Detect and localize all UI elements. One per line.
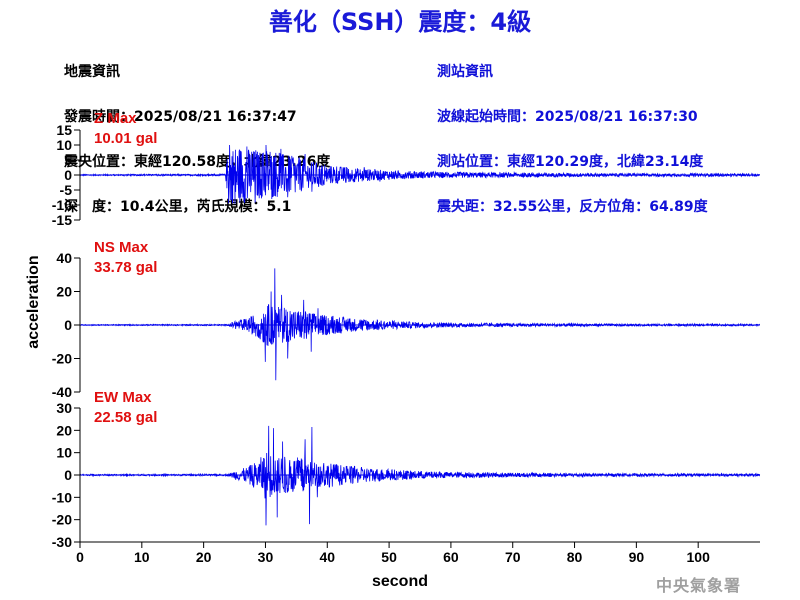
y-tick-label: 10	[56, 445, 72, 461]
max-value: 22.58 gal	[94, 409, 157, 426]
x-tick-label: 40	[319, 549, 335, 565]
x-axis-label: second	[372, 573, 428, 590]
max-label: NS Max	[94, 239, 149, 256]
y-tick-label: 40	[56, 250, 72, 266]
agency-watermark: 中央氣象署	[656, 576, 742, 595]
y-tick-label: 0	[64, 317, 72, 333]
y-tick-label: -20	[52, 512, 72, 528]
y-tick-label: -5	[60, 182, 73, 198]
y-axis-label: acceleration	[25, 255, 42, 348]
y-tick-label: 20	[56, 284, 72, 300]
waveform-trace-ew	[79, 425, 761, 526]
y-tick-label: -10	[52, 197, 72, 213]
y-tick-label: -30	[52, 534, 72, 550]
y-tick-label: 5	[64, 152, 72, 168]
epicentral-distance: 震央距：32.55公里，反方位角：64.89度	[437, 199, 708, 215]
y-tick-label: 15	[56, 122, 72, 138]
y-tick-label: 30	[56, 400, 72, 416]
panel-ew: 30 20 10 0 -10 -20 -30 EW Max 22.58 gal	[52, 389, 761, 550]
page-title: 善化（SSH）震度：4級	[268, 8, 532, 36]
y-tick-label: -40	[52, 384, 72, 400]
x-tick-label: 80	[567, 549, 583, 565]
x-tick-label: 30	[258, 549, 274, 565]
station-location: 測站位置：東經120.29度，北緯23.14度	[437, 154, 704, 170]
y-tick-label: 10	[56, 137, 72, 153]
max-value: 33.78 gal	[94, 259, 157, 276]
quake-info-heading: 地震資訊	[64, 64, 120, 80]
x-tick-label: 20	[196, 549, 212, 565]
x-tick-label: 50	[381, 549, 397, 565]
x-tick-label: 0	[76, 549, 84, 565]
x-tick-label: 90	[629, 549, 645, 565]
x-tick-label: 100	[687, 549, 711, 565]
y-tick-label: -20	[52, 351, 72, 367]
station-info-block: 測站資訊 波線起始時間：2025/08/21 16:37:30 測站位置：東經1…	[437, 35, 708, 230]
quake-origin-time: 發震時間：2025/08/21 16:37:47	[64, 109, 297, 125]
y-tick-label: 0	[64, 467, 72, 483]
y-tick-label: 0	[64, 167, 72, 183]
y-tick-label: 20	[56, 422, 72, 438]
waveform-trace-z	[80, 144, 760, 204]
x-tick-label: 60	[443, 549, 459, 565]
waveform-start-time: 波線起始時間：2025/08/21 16:37:30	[437, 109, 698, 125]
max-label: EW Max	[94, 389, 152, 406]
max-label: Z Max	[94, 110, 137, 127]
y-tick-label: -15	[52, 212, 72, 228]
panel-ns: 40 20 0 -20 -40 NS Max 33.78 gal	[52, 239, 760, 400]
quake-depth-magnitude: 深 度：10.4公里，芮氏規模：5.1	[64, 199, 292, 215]
station-info-heading: 測站資訊	[437, 64, 493, 80]
waveform-trace-ns	[79, 268, 760, 381]
x-tick-label: 70	[505, 549, 521, 565]
max-value: 10.01 gal	[94, 130, 157, 147]
x-tick-label: 10	[134, 549, 150, 565]
y-tick-label: -10	[52, 489, 72, 505]
